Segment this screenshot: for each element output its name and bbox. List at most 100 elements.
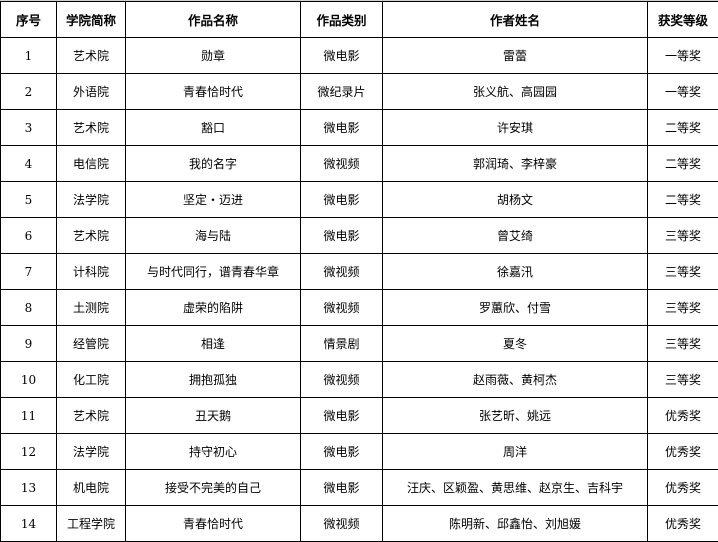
cell-col-award: 优秀奖 (648, 470, 718, 506)
cell-col-college: 计科院 (57, 254, 126, 290)
top-edge (0, 0, 718, 1)
cell-col-index: 13 (1, 470, 57, 506)
cell-col-title: 青春恰时代 (126, 506, 301, 542)
cell-col-authors: 汪庆、区颖盈、黄思维、赵京生、吉科宇 (383, 470, 648, 506)
cell-col-category: 微视频 (301, 506, 383, 542)
cell-col-title: 虚荣的陷阱 (126, 290, 301, 326)
cell-col-index: 8 (1, 290, 57, 326)
cell-col-award: 二等奖 (648, 182, 718, 218)
cell-col-college: 艺术院 (57, 110, 126, 146)
cell-col-authors: 周洋 (383, 434, 648, 470)
cell-col-authors: 张义航、高园园 (383, 74, 648, 110)
header-col-title: 作品名称 (126, 2, 301, 38)
cell-col-category: 微电影 (301, 38, 383, 74)
cell-col-index: 5 (1, 182, 57, 218)
cell-col-college: 艺术院 (57, 38, 126, 74)
cell-col-college: 法学院 (57, 434, 126, 470)
header-col-index: 序号 (1, 2, 57, 38)
cell-col-award: 二等奖 (648, 110, 718, 146)
cell-col-title: 坚定・迈进 (126, 182, 301, 218)
cell-col-index: 2 (1, 74, 57, 110)
cell-col-college: 外语院 (57, 74, 126, 110)
cell-col-category: 微纪录片 (301, 74, 383, 110)
cell-col-authors: 陈明新、邱鑫怡、刘旭媛 (383, 506, 648, 542)
cell-col-award: 优秀奖 (648, 398, 718, 434)
header-col-college: 学院简称 (57, 2, 126, 38)
cell-col-title: 青春恰时代 (126, 74, 301, 110)
cell-col-category: 微视频 (301, 254, 383, 290)
cell-col-category: 情景剧 (301, 326, 383, 362)
cell-col-authors: 雷蕾 (383, 38, 648, 74)
cell-col-award: 优秀奖 (648, 506, 718, 542)
cell-col-title: 海与陆 (126, 218, 301, 254)
cell-col-index: 12 (1, 434, 57, 470)
cell-col-award: 三等奖 (648, 254, 718, 290)
cell-col-award: 优秀奖 (648, 434, 718, 470)
cell-col-category: 微视频 (301, 290, 383, 326)
cell-col-title: 拥抱孤独 (126, 362, 301, 398)
cell-col-authors: 郭润琦、李梓豪 (383, 146, 648, 182)
cell-col-title: 接受不完美的自己 (126, 470, 301, 506)
cell-col-title: 勋章 (126, 38, 301, 74)
cell-col-college: 土测院 (57, 290, 126, 326)
cell-col-category: 微视频 (301, 146, 383, 182)
cell-col-authors: 张艺昕、姚远 (383, 398, 648, 434)
cell-col-title: 持守初心 (126, 434, 301, 470)
cell-col-college: 工程学院 (57, 506, 126, 542)
cell-col-title: 我的名字 (126, 146, 301, 182)
cell-col-title: 与时代同行，谱青春华章 (126, 254, 301, 290)
cell-col-index: 14 (1, 506, 57, 542)
cell-col-index: 10 (1, 362, 57, 398)
header-col-category: 作品类别 (301, 2, 383, 38)
cell-col-index: 9 (1, 326, 57, 362)
cell-col-college: 机电院 (57, 470, 126, 506)
cell-col-award: 三等奖 (648, 362, 718, 398)
cell-col-award: 三等奖 (648, 290, 718, 326)
cell-col-college: 艺术院 (57, 398, 126, 434)
cell-col-category: 微电影 (301, 218, 383, 254)
cell-col-category: 微电影 (301, 434, 383, 470)
cell-col-index: 11 (1, 398, 57, 434)
cell-col-college: 艺术院 (57, 218, 126, 254)
cell-col-authors: 夏冬 (383, 326, 648, 362)
cell-col-index: 4 (1, 146, 57, 182)
cell-col-authors: 徐嘉汛 (383, 254, 648, 290)
header-col-award: 获奖等级 (648, 2, 718, 38)
cell-col-category: 微电影 (301, 470, 383, 506)
cell-col-index: 1 (1, 38, 57, 74)
cell-col-college: 电信院 (57, 146, 126, 182)
cell-col-authors: 罗蕙欣、付雪 (383, 290, 648, 326)
cell-col-title: 相逢 (126, 326, 301, 362)
cell-col-index: 6 (1, 218, 57, 254)
header-row: 序号学院简称作品名称作品类别作者姓名获奖等级 (1, 2, 718, 38)
cell-col-category: 微电影 (301, 182, 383, 218)
cell-col-award: 一等奖 (648, 38, 718, 74)
cell-col-index: 7 (1, 254, 57, 290)
cell-col-title: 豁口 (126, 110, 301, 146)
cell-col-college: 经管院 (57, 326, 126, 362)
cell-col-college: 法学院 (57, 182, 126, 218)
cell-col-award: 三等奖 (648, 326, 718, 362)
cell-col-award: 二等奖 (648, 146, 718, 182)
cell-col-index: 3 (1, 110, 57, 146)
cell-col-authors: 胡杨文 (383, 182, 648, 218)
cell-col-authors: 曾艾绮 (383, 218, 648, 254)
cell-col-authors: 赵雨薇、黄柯杰 (383, 362, 648, 398)
cell-col-category: 微电影 (301, 398, 383, 434)
cell-col-college: 化工院 (57, 362, 126, 398)
